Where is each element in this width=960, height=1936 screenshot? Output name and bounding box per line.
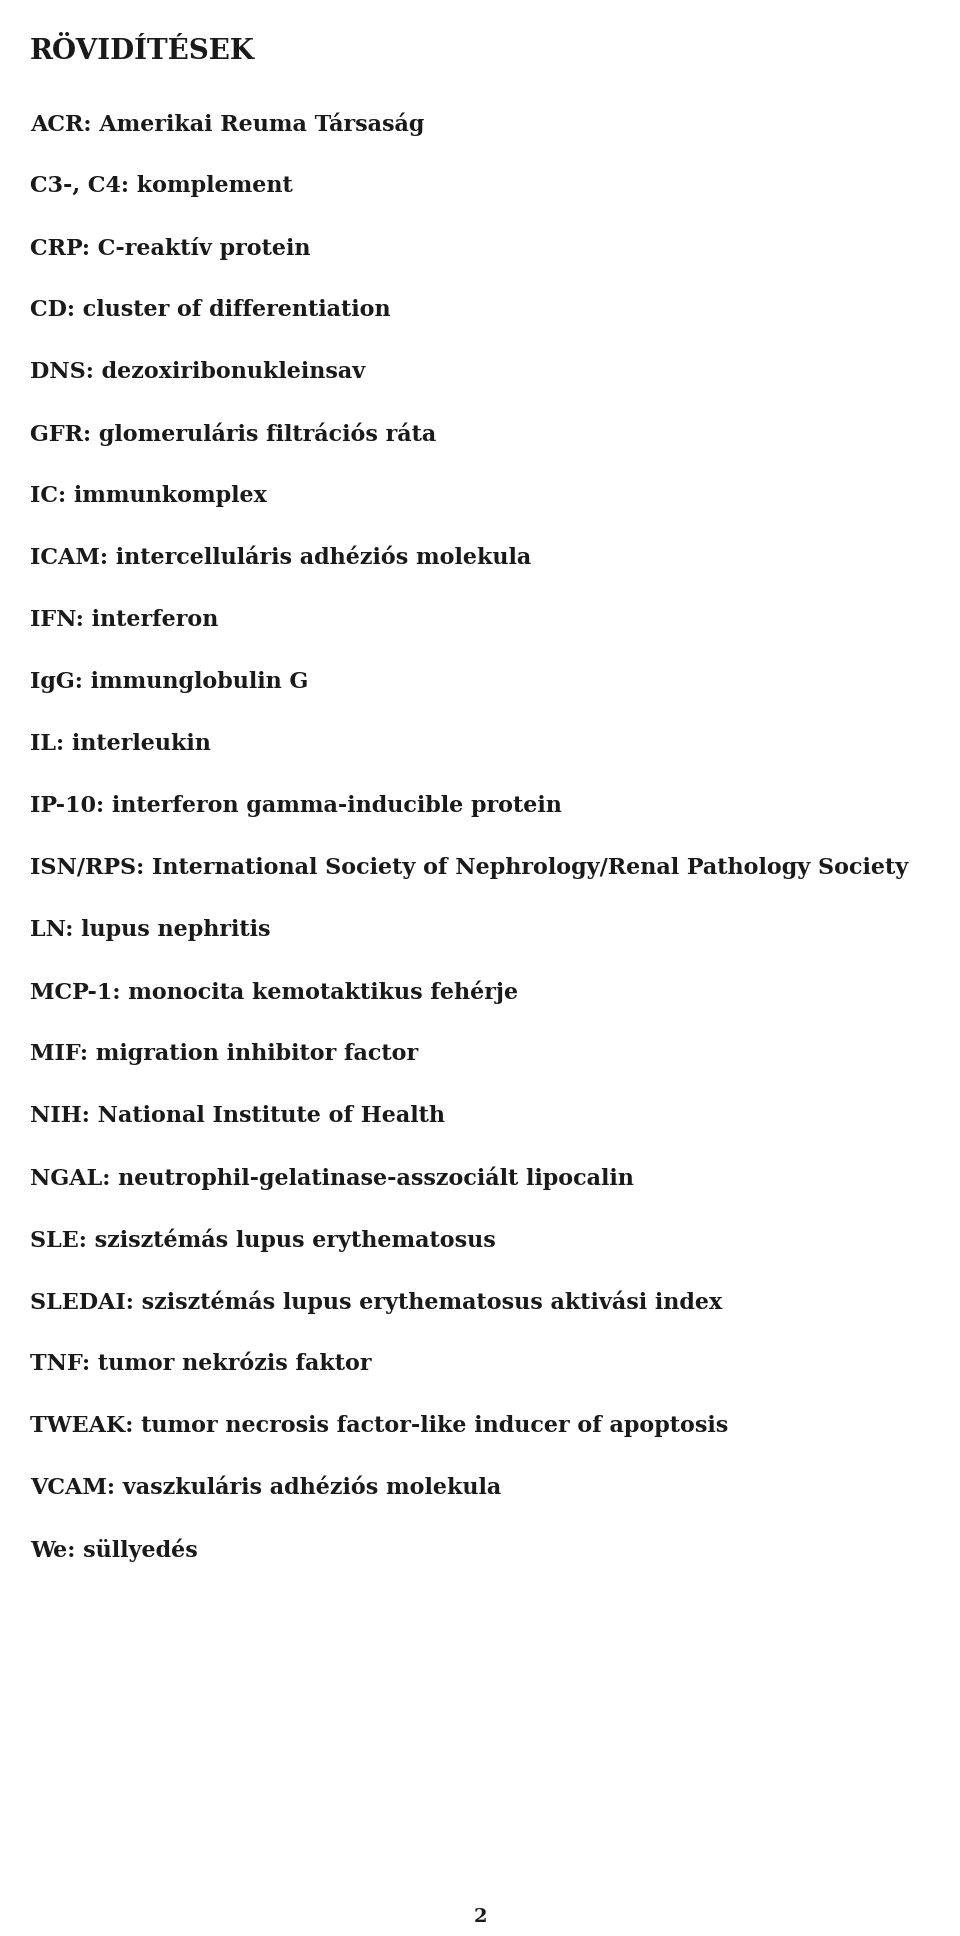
Text: VCAM: vaszkuláris adhéziós molekula: VCAM: vaszkuláris adhéziós molekula <box>30 1477 501 1498</box>
Text: ISN/RPS: International Society of Nephrology/Renal Pathology Society: ISN/RPS: International Society of Nephro… <box>30 858 908 879</box>
Text: We: süllyedés: We: süllyedés <box>30 1539 198 1562</box>
Text: RÖVIDÍTÉSEK: RÖVIDÍTÉSEK <box>30 39 255 66</box>
Text: ACR: Amerikai Reuma Társaság: ACR: Amerikai Reuma Társaság <box>30 112 424 137</box>
Text: IC: immunkomplex: IC: immunkomplex <box>30 486 267 507</box>
Text: TNF: tumor nekrózis faktor: TNF: tumor nekrózis faktor <box>30 1353 372 1375</box>
Text: TWEAK: tumor necrosis factor-like inducer of apoptosis: TWEAK: tumor necrosis factor-like induce… <box>30 1415 729 1437</box>
Text: ICAM: intercelluláris adhéziós molekula: ICAM: intercelluláris adhéziós molekula <box>30 548 531 569</box>
Text: C3-, C4: komplement: C3-, C4: komplement <box>30 174 293 197</box>
Text: MIF: migration inhibitor factor: MIF: migration inhibitor factor <box>30 1044 419 1065</box>
Text: LN: lupus nephritis: LN: lupus nephritis <box>30 920 271 941</box>
Text: NGAL: neutrophil-gelatinase-asszociált lipocalin: NGAL: neutrophil-gelatinase-asszociált l… <box>30 1167 634 1191</box>
Text: NIH: National Institute of Health: NIH: National Institute of Health <box>30 1105 445 1127</box>
Text: CRP: C-reaktív protein: CRP: C-reaktív protein <box>30 236 310 259</box>
Text: MCP-1: monocita kemotaktikus fehérje: MCP-1: monocita kemotaktikus fehérje <box>30 982 518 1005</box>
Text: SLEDAI: szisztémás lupus erythematosus aktivási index: SLEDAI: szisztémás lupus erythematosus a… <box>30 1291 722 1315</box>
Text: 2: 2 <box>473 1909 487 1926</box>
Text: SLE: szisztémás lupus erythematosus: SLE: szisztémás lupus erythematosus <box>30 1229 495 1253</box>
Text: IFN: interferon: IFN: interferon <box>30 610 218 631</box>
Text: IP-10: interferon gamma-inducible protein: IP-10: interferon gamma-inducible protei… <box>30 796 562 817</box>
Text: DNS: dezoxiribonukleinsav: DNS: dezoxiribonukleinsav <box>30 360 365 383</box>
Text: CD: cluster of differentiation: CD: cluster of differentiation <box>30 298 391 321</box>
Text: IgG: immunglobulin G: IgG: immunglobulin G <box>30 672 308 693</box>
Text: IL: interleukin: IL: interleukin <box>30 734 211 755</box>
Text: GFR: glomeruláris filtrációs ráta: GFR: glomeruláris filtrációs ráta <box>30 422 436 447</box>
